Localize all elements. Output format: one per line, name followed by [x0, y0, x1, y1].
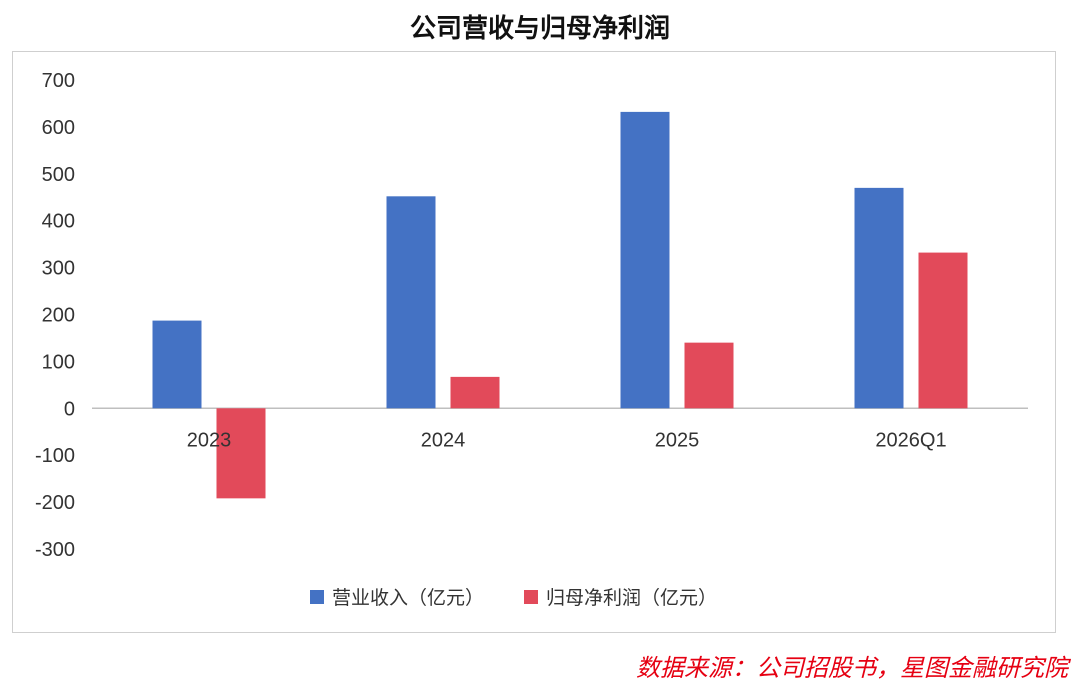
- y-tick-label: -200: [35, 492, 75, 514]
- y-axis-ticks: 700 600 500 400 300 200 100 0 -100 -200 -300: [35, 70, 75, 561]
- y-tick-label: 200: [42, 305, 75, 327]
- bar-net-profit-2025: [684, 342, 734, 409]
- bar-revenue-2023: [152, 320, 202, 409]
- y-tick-label: 0: [64, 398, 75, 420]
- y-tick-label: 500: [42, 164, 75, 186]
- legend-label: 归母净利润（亿元）: [546, 587, 717, 609]
- legend: 营业收入（亿元） 归母净利润（亿元）: [310, 587, 717, 609]
- bar-revenue-2025: [620, 111, 670, 409]
- source-note: 数据来源：公司招股书，星图金融研究院: [636, 654, 1068, 682]
- bar-net-profit-2024: [450, 376, 500, 409]
- x-tick-label: 2026Q1: [875, 429, 946, 451]
- bars: [152, 111, 968, 499]
- y-tick-label: 300: [42, 258, 75, 280]
- legend-swatch: [310, 590, 324, 604]
- y-tick-label: 700: [42, 70, 75, 92]
- x-tick-label: 2024: [421, 429, 466, 451]
- bar-net-profit-2026Q1: [918, 252, 968, 409]
- bar-net-profit-2023: [216, 408, 266, 499]
- y-tick-label: 400: [42, 211, 75, 233]
- legend-swatch: [524, 590, 538, 604]
- y-tick-label: 100: [42, 351, 75, 373]
- chart-frame: [12, 51, 1056, 633]
- x-tick-label: 2023: [187, 429, 232, 451]
- legend-label: 营业收入（亿元）: [332, 587, 484, 609]
- y-tick-label: -300: [35, 539, 75, 561]
- bar-revenue-2026Q1: [854, 187, 904, 409]
- x-axis-labels: 2023 2024 2025 2026Q1: [187, 429, 947, 451]
- y-tick-label: -100: [35, 445, 75, 467]
- bar-revenue-2024: [386, 196, 436, 409]
- chart-title: 公司营收与归母净利润: [409, 14, 670, 44]
- x-tick-label: 2025: [655, 429, 700, 451]
- y-tick-label: 600: [42, 117, 75, 139]
